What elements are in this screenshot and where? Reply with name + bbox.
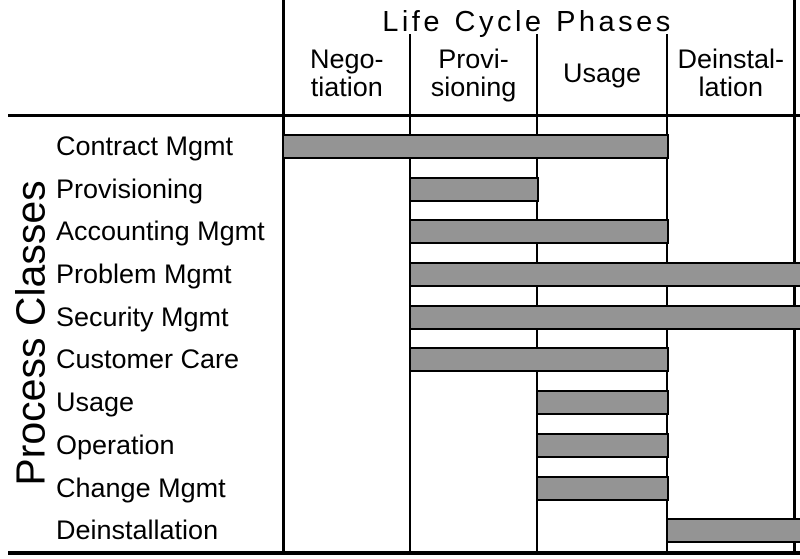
coverage-bar-provisioning	[408, 177, 539, 202]
coverage-bar-security-mgmt	[408, 305, 800, 330]
coverage-bar-change-mgmt	[535, 476, 669, 501]
divider-usage-deinstallation	[666, 34, 668, 555]
bottom-border-line	[8, 551, 800, 555]
phase-header-negotiation: Nego-tiation	[286, 40, 409, 106]
process-label-operation: Operation	[56, 430, 175, 460]
divider-provisioning-usage	[536, 34, 538, 555]
phase-header-line: Usage	[562, 58, 642, 88]
phase-header-line: sioning	[430, 72, 517, 102]
coverage-bar-deinstallation	[665, 518, 800, 543]
process-label-security-mgmt: Security Mgmt	[56, 302, 229, 332]
process-label-customer-care: Customer Care	[56, 344, 240, 374]
phase-header-usage: Usage	[539, 40, 665, 106]
coverage-bar-operation	[535, 433, 669, 458]
phase-header-line: Deinstal-	[677, 44, 785, 74]
diagram-title: Life Cycle Phases	[382, 6, 674, 38]
y-axis-label: Process Classes	[7, 180, 54, 486]
process-label-change-mgmt: Change Mgmt	[56, 473, 226, 503]
header-separator-line	[8, 114, 800, 117]
coverage-bar-accounting-mgmt	[408, 219, 669, 244]
process-label-accounting-mgmt: Accounting Mgmt	[56, 216, 265, 246]
left-border-line	[282, 0, 285, 555]
coverage-bar-usage	[535, 390, 669, 415]
phase-header-line: lation	[698, 72, 764, 102]
coverage-bar-problem-mgmt	[408, 262, 800, 287]
process-label-provisioning: Provisioning	[56, 174, 204, 204]
phase-header-line: Nego-	[309, 44, 384, 74]
divider-negotiation-provisioning	[409, 34, 411, 555]
phase-header-line: Provi-	[438, 44, 509, 74]
phase-header-provisioning: Provi-sioning	[412, 40, 535, 106]
coverage-bar-contract-mgmt	[282, 134, 669, 159]
process-label-usage: Usage	[56, 387, 135, 417]
process-label-contract-mgmt: Contract Mgmt	[56, 131, 234, 161]
process-label-deinstallation: Deinstallation	[56, 515, 219, 545]
phase-header-line: tiation	[310, 72, 383, 102]
phase-header-deinstallation: Deinstal-lation	[669, 40, 793, 106]
process-label-problem-mgmt: Problem Mgmt	[56, 259, 232, 289]
coverage-bar-customer-care	[408, 347, 669, 372]
